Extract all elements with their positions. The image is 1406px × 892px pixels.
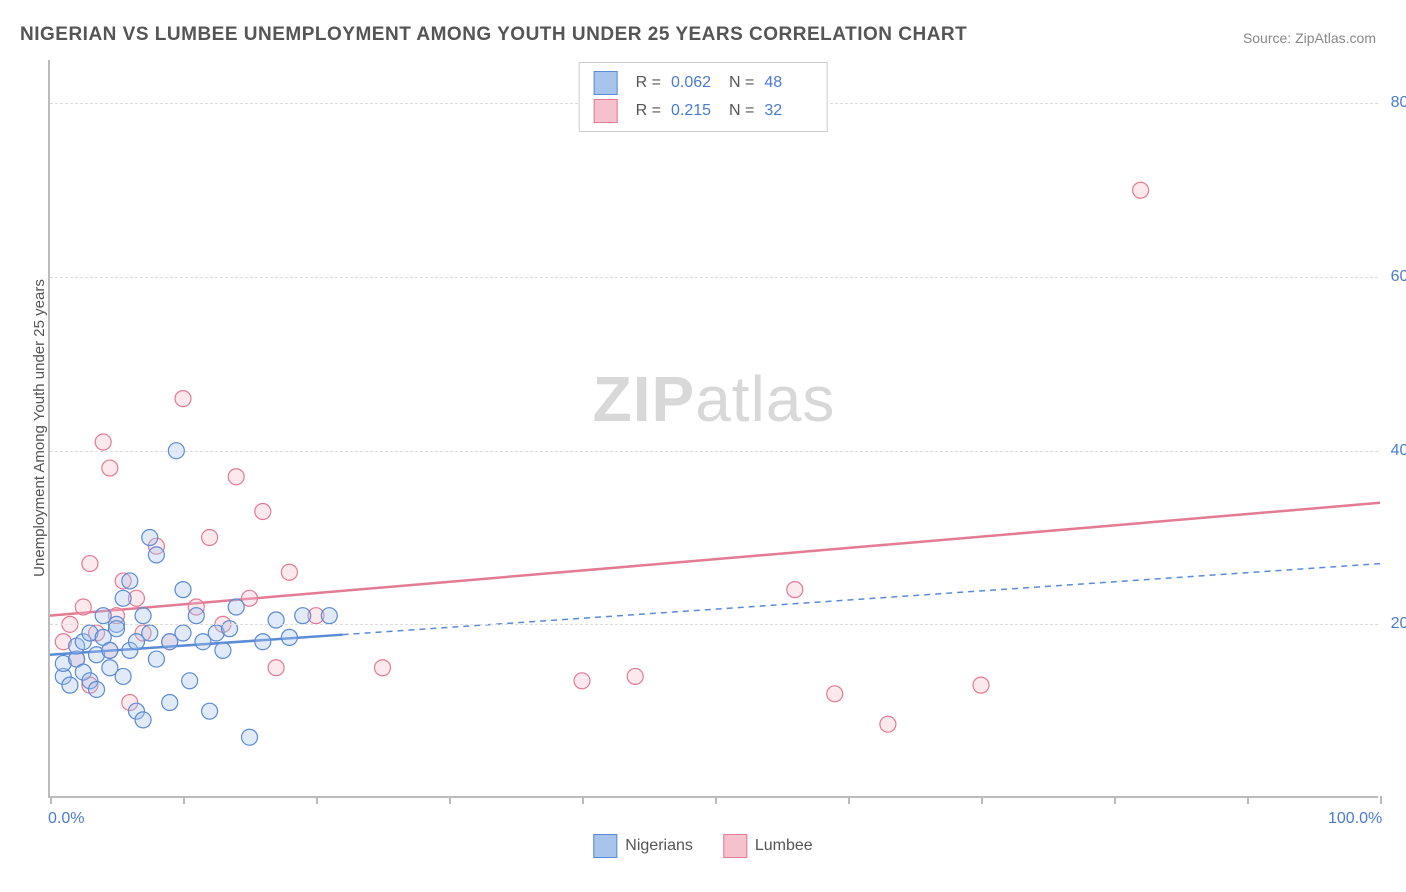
data-point [295,608,311,624]
data-point [375,660,391,676]
x-tick [981,796,983,804]
data-point [228,469,244,485]
x-tick [50,796,52,804]
plot-area: Unemployment Among Youth under 25 years … [48,60,1378,798]
data-point [574,673,590,689]
plot-svg [50,60,1378,796]
data-point [142,625,158,641]
data-point [62,677,78,693]
r-label: R = [636,74,661,92]
data-point [787,582,803,598]
r-value: 0.215 [671,102,719,120]
data-point [880,716,896,732]
legend-label: Lumbee [755,837,813,854]
data-point [102,460,118,476]
data-point [255,634,271,650]
data-point [148,547,164,563]
x-tick [183,796,185,804]
gridline [50,277,1378,278]
data-point [321,608,337,624]
data-point [281,629,297,645]
n-label: N = [729,74,754,92]
data-point [188,608,204,624]
data-point [228,599,244,615]
x-tick [1247,796,1249,804]
data-point [1133,182,1149,198]
data-point [95,434,111,450]
gridline [50,624,1378,625]
data-point [268,660,284,676]
data-point [182,673,198,689]
stats-swatch [594,99,618,123]
data-point [115,590,131,606]
data-point [122,573,138,589]
data-point [75,599,91,615]
data-point [281,564,297,580]
data-point [175,625,191,641]
legend-label: Nigerians [625,837,693,854]
data-point [148,651,164,667]
n-label: N = [729,102,754,120]
chart-title: NIGERIAN VS LUMBEE UNEMPLOYMENT AMONG YO… [20,24,967,46]
data-point [82,556,98,572]
x-tick [582,796,584,804]
data-point [222,621,238,637]
x-tick [1380,796,1382,804]
data-point [142,530,158,546]
data-point [627,668,643,684]
r-label: R = [636,102,661,120]
x-tick [848,796,850,804]
data-point [175,582,191,598]
data-point [202,530,218,546]
x-tick-label: 0.0% [48,810,84,828]
data-point [89,681,105,697]
legend-item: Lumbee [723,834,813,858]
r-value: 0.062 [671,74,719,92]
y-tick-label: 80.0% [1391,94,1406,112]
stats-box: R = 0.062 N = 48 R = 0.215 N = 32 [579,62,828,132]
data-point [242,729,258,745]
source-label: Source: ZipAtlas.com [1243,30,1376,46]
legend-swatch [593,834,617,858]
stats-row: R = 0.215 N = 32 [594,97,813,125]
x-tick [449,796,451,804]
x-tick [316,796,318,804]
data-point [255,503,271,519]
legend-item: Nigerians [593,834,693,858]
x-tick-label: 100.0% [1328,810,1382,828]
data-point [115,668,131,684]
x-tick [1114,796,1116,804]
data-point [973,677,989,693]
data-point [109,621,125,637]
legend: Nigerians Lumbee [593,834,812,858]
data-point [268,612,284,628]
n-value: 32 [764,102,812,120]
data-point [135,608,151,624]
data-point [135,712,151,728]
data-point [102,642,118,658]
data-point [175,391,191,407]
data-point [202,703,218,719]
gridline [50,451,1378,452]
y-axis-title: Unemployment Among Youth under 25 years [31,279,48,577]
y-tick-label: 40.0% [1391,442,1406,460]
stats-row: R = 0.062 N = 48 [594,69,813,97]
x-tick [715,796,717,804]
data-point [162,694,178,710]
data-point [215,642,231,658]
y-tick-label: 20.0% [1391,615,1406,633]
y-tick-label: 60.0% [1391,268,1406,286]
legend-swatch [723,834,747,858]
stats-swatch [594,71,618,95]
data-point [827,686,843,702]
n-value: 48 [764,74,812,92]
